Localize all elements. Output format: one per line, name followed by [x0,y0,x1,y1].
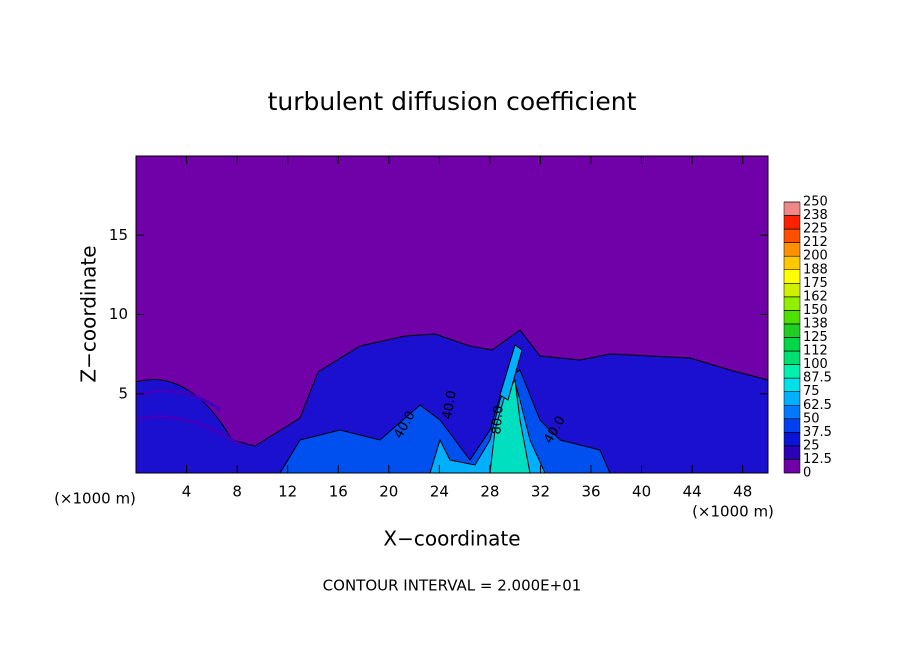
x-tick-label: 40 [632,483,651,501]
colorbar-label: 12.5 [803,452,832,467]
colorbar-label: 225 [803,222,828,237]
colorbar-label: 87.5 [803,371,832,386]
footer: CONTOUR INTERVAL = 2.000E+01 [323,577,582,595]
colorbar-label: 200 [803,249,828,264]
x-tick-label: 4 [182,483,192,501]
colorbar-swatch [783,255,801,271]
colorbar-swatch [783,215,801,230]
colorbar-label: 138 [803,316,828,331]
colorbar-label: 162 [803,289,828,304]
colorbar-label: 25 [803,438,820,453]
colorbar-label: 250 [803,195,828,210]
colorbar-label: 50 [803,411,820,426]
colorbar-label: 125 [803,330,828,345]
colorbar-swatch [783,296,801,311]
colorbar-label: 175 [803,276,828,291]
colorbar-swatch [783,350,801,365]
colorbar-swatch [783,432,801,447]
colorbar-swatch [783,459,801,474]
colorbar-swatch [783,201,801,216]
x-tick-label: 16 [329,483,348,501]
colorbar-swatch [783,377,801,392]
colorbar-swatch [783,310,801,325]
x-tick-label: 32 [531,483,550,501]
field [135,156,769,474]
x-axis-label: X−coordinate [383,527,520,551]
colorbar-swatch [783,337,801,352]
colorbar-swatch [783,418,801,433]
colorbar-swatch [783,283,801,298]
colorbar-swatch [783,228,801,243]
colorbar-swatch [783,242,801,257]
x-tick-label: 48 [733,483,752,501]
x-unit-label: (×1000 m) [692,503,774,521]
x-tick-label: 24 [430,483,449,501]
colorbar-label: 62.5 [803,398,832,413]
contour-label: 80.0 [489,405,506,435]
y-axis-label: Z−coordinate [77,245,101,382]
x-tick-label: 12 [278,483,297,501]
x-tick-label: 20 [379,483,398,501]
y-tick-label: 15 [109,226,128,244]
colorbar-label: 112 [803,344,828,359]
x-tick-label: 8 [232,483,242,501]
colorbar-label: 100 [803,357,828,372]
colorbar-label: 75 [803,384,820,399]
y-tick-label: 10 [109,305,128,323]
colorbar-label: 212 [803,235,828,250]
colorbar-swatch [783,445,801,460]
colorbar-swatch [783,323,801,338]
x-tick-label: 36 [581,483,600,501]
y-tick-label: 5 [118,384,128,402]
colorbar-label: 150 [803,303,828,318]
x-tick-label: 44 [683,483,702,501]
colorbar-label: 0 [803,466,811,481]
contour-label: 40.0 [440,389,460,420]
colorbar-label: 37.5 [803,425,832,440]
chart-title: turbulent diffusion coefficient [268,87,637,116]
colorbar-swatch [783,269,801,284]
colorbar-swatch [783,405,801,420]
colorbar-swatch [783,364,801,379]
colorbar-label: 188 [803,262,828,277]
colorbar-label: 238 [803,208,828,223]
colorbar-swatch [783,391,801,406]
x-tick-label: 28 [480,483,499,501]
x-unit-label: (×1000 m) [54,490,136,508]
